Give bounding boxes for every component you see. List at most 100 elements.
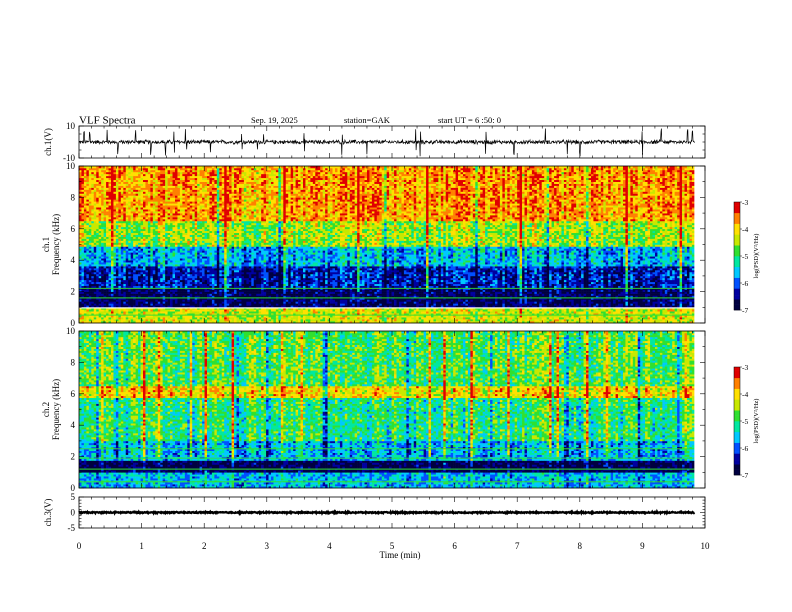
x-tick-label: 8: [578, 541, 583, 551]
figure-title: VLF Spectra: [79, 115, 136, 127]
colorbar-tick-label: -3: [742, 363, 748, 372]
colorbar-segment: [734, 256, 740, 259]
colorbar-segment: [734, 279, 740, 282]
colorbar-segment: [734, 243, 740, 246]
spectrogram-cells: [79, 166, 695, 324]
colorbar-segment: [734, 462, 740, 465]
y-axis-label: ch.2Frequency (kHz): [41, 379, 61, 440]
colorbar-segment: [734, 403, 740, 406]
ch3-waveform-panel: 5 0 -5 ch.3(V): [43, 492, 706, 533]
ch1-waveform-panel: 10 -10 ch.1(V): [43, 121, 706, 163]
y-tick-label: 6: [71, 389, 76, 399]
colorbar-segment: [734, 433, 740, 436]
colorbar-segment: [734, 426, 740, 429]
waveform-trace: [78, 128, 695, 157]
colorbar-segment: [734, 437, 740, 440]
colorbar-segment: [734, 376, 740, 379]
x-tick-label: 3: [265, 541, 270, 551]
colorbar-segment: [734, 377, 740, 380]
colorbar-segment: [734, 203, 740, 206]
colorbar-tick-label: -4: [742, 225, 748, 234]
spectrogram-cells: [79, 331, 695, 489]
colorbar-segment: [734, 466, 740, 469]
colorbar-segment: [734, 444, 740, 447]
colorbar-tick-label: -7: [742, 471, 748, 480]
colorbar-segment: [734, 247, 740, 250]
colorbar-segment: [734, 471, 740, 474]
colorbar-segment: [734, 464, 740, 467]
colorbar-segment: [734, 404, 740, 407]
colorbar-tick-label: -5: [742, 417, 748, 426]
y-tick-label: 4: [71, 420, 76, 430]
colorbar-segment: [734, 367, 740, 370]
colorbar-segment: [734, 292, 740, 295]
colorbar-segment: [734, 455, 740, 458]
x-tick-label: 9: [640, 541, 645, 551]
colorbar-segment: [734, 381, 740, 384]
x-tick-label: 7: [515, 541, 520, 551]
colorbar-segment: [734, 460, 740, 463]
colorbar-segment: [734, 270, 740, 273]
colorbar-segment: [734, 254, 740, 257]
colorbar-segment: [734, 397, 740, 400]
x-tick-label: 6: [452, 541, 457, 551]
colorbar-segment: [734, 473, 740, 476]
y-tick-label: 8: [71, 357, 76, 367]
colorbar-tick-label: -6: [742, 279, 748, 288]
time-axis: 0 1 2 3 4 5 6 7 8 9 10 Time (min): [77, 541, 710, 560]
colorbar-segment: [734, 388, 740, 391]
y-tick-label: -10: [63, 153, 75, 163]
colorbar-segment: [734, 288, 740, 291]
station-label: station=GAK: [344, 115, 391, 125]
ch1-colorbar: -3 -4 -5 -6 -7 log(PSD)(V²/Hz): [733, 198, 760, 315]
colorbar-segment: [734, 446, 740, 449]
colorbar-segment: [734, 239, 740, 242]
colorbar-segment: [734, 457, 740, 460]
colorbar-segment: [734, 207, 740, 210]
colorbar-segment: [734, 448, 740, 451]
colorbar-segment: [734, 385, 740, 388]
colorbar-segment: [734, 238, 740, 241]
colorbar-segment: [734, 283, 740, 286]
colorbar-segment: [734, 428, 740, 431]
colorbar-segment: [734, 274, 740, 277]
colorbar-segment: [734, 214, 740, 217]
colorbar-segment: [734, 211, 740, 214]
no-data-region: [694, 166, 705, 323]
colorbar-segment: [734, 223, 740, 226]
colorbar-segment: [734, 263, 740, 266]
colorbar-segment: [734, 220, 740, 223]
colorbar-segment: [734, 379, 740, 382]
x-tick-label: 10: [701, 541, 711, 551]
colorbar-segment: [734, 469, 740, 472]
colorbar-segment: [734, 236, 740, 239]
colorbar-segment: [734, 430, 740, 433]
colorbar-segment: [734, 449, 740, 452]
colorbar-segment: [734, 368, 740, 371]
colorbar-segment: [734, 229, 740, 232]
y-axis-label: ch.1(V): [43, 128, 53, 156]
x-tick-label: 4: [327, 541, 332, 551]
colorbar-segment: [734, 306, 740, 309]
spectrogram-gap: [79, 307, 705, 309]
colorbar-segment: [734, 406, 740, 409]
colorbar-segment: [734, 216, 740, 219]
colorbar-segment: [734, 259, 740, 262]
colorbar-segment: [734, 421, 740, 424]
colorbar-segment: [734, 417, 740, 420]
colorbar-segment: [734, 308, 740, 311]
waveform-trace: [78, 508, 696, 517]
colorbar-segment: [734, 439, 740, 442]
colorbar-segment: [734, 467, 740, 470]
ch2-spectrogram-panel: 0 2 4 6 8 10 ch.2Frequency (kHz): [41, 326, 706, 493]
colorbar-segment: [734, 395, 740, 398]
colorbar-segment: [734, 304, 740, 307]
colorbar-segment: [734, 458, 740, 461]
y-tick-label: 5: [71, 492, 76, 502]
colorbar-segment: [734, 221, 740, 224]
colorbar-segment: [734, 386, 740, 389]
colorbar-segment: [734, 374, 740, 377]
colorbar-segment: [734, 234, 740, 237]
ch1-spectrogram-panel: 0 2 4 6 8 10 ch.1Frequency (kHz): [41, 161, 706, 328]
